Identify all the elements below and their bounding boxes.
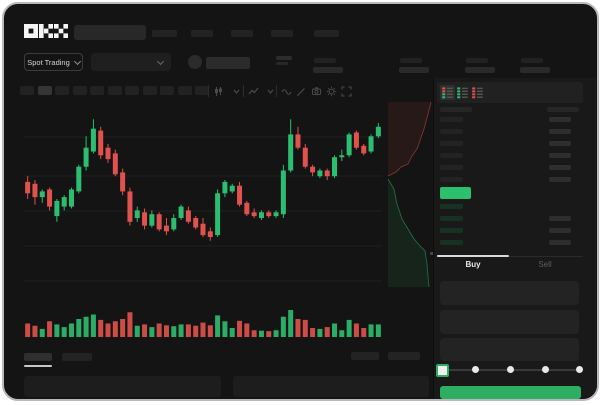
amount-input[interactable] <box>440 310 579 334</box>
price-input[interactable] <box>440 281 579 305</box>
tab-buy[interactable]: Buy <box>465 260 481 269</box>
timeframe-button[interactable] <box>125 86 139 95</box>
bid-price-placeholder[interactable] <box>440 240 463 245</box>
slider-step-100[interactable] <box>576 366 583 373</box>
pair-selector-dropdown[interactable] <box>91 53 171 71</box>
nav-item-placeholder[interactable] <box>314 30 339 37</box>
orders-panel-placeholder <box>24 376 221 397</box>
pair-coin-icon <box>188 55 202 69</box>
market-type-dropdown[interactable]: Spot Trading <box>24 53 83 71</box>
right-panel: Buy Sell <box>434 78 597 399</box>
panel-divider <box>433 79 434 399</box>
nav-item-placeholder[interactable] <box>152 30 177 37</box>
draw-pencil-icon[interactable] <box>296 86 307 97</box>
bid-price-placeholder[interactable] <box>440 204 463 209</box>
market-type-label: Spot Trading <box>27 57 70 67</box>
slider-handle[interactable] <box>436 364 449 377</box>
bid-price-placeholder[interactable] <box>440 228 463 233</box>
candlestick-chart[interactable] <box>24 104 382 339</box>
nav-item-placeholder[interactable] <box>271 30 293 37</box>
ask-amount-placeholder[interactable] <box>549 153 571 158</box>
chevron-down-icon[interactable] <box>231 86 242 97</box>
ask-amount-placeholder[interactable] <box>549 117 571 122</box>
bid-price-placeholder[interactable] <box>440 216 463 221</box>
timeframe-button[interactable] <box>195 86 209 95</box>
ask-price-placeholder[interactable] <box>440 129 463 134</box>
chart-type-icon[interactable] <box>213 86 224 97</box>
orderbook-bids-view-icon[interactable] <box>455 85 470 100</box>
nav-item-placeholder[interactable] <box>191 30 213 37</box>
ask-amount-placeholder[interactable] <box>549 165 571 170</box>
timeframe-button[interactable] <box>160 86 174 95</box>
fullscreen-icon[interactable] <box>341 86 352 97</box>
line-style-icon[interactable] <box>281 86 292 97</box>
tab-separator <box>437 256 583 257</box>
ask-price-placeholder[interactable] <box>440 141 463 146</box>
chevron-down-icon[interactable] <box>265 86 276 97</box>
price-change-placeholder <box>276 62 288 65</box>
indicator-icon[interactable] <box>248 86 259 97</box>
tab-sell[interactable]: Sell <box>538 260 552 269</box>
orderbook-asks-view-icon[interactable] <box>470 85 485 100</box>
timeframe-button[interactable] <box>90 86 104 95</box>
bid-amount-placeholder[interactable] <box>549 228 571 233</box>
timeframe-button[interactable] <box>142 86 157 95</box>
bottom-tab-active[interactable] <box>24 353 52 361</box>
search-bar[interactable] <box>74 25 146 40</box>
bid-amount-placeholder[interactable] <box>549 216 571 221</box>
bottom-action-placeholder[interactable] <box>351 352 379 360</box>
total-input[interactable] <box>440 338 579 361</box>
timeframe-button[interactable] <box>20 86 34 95</box>
bid-amount-placeholder[interactable] <box>549 240 571 245</box>
depth-chart <box>387 101 432 288</box>
pair-name-placeholder <box>206 57 250 69</box>
timeframe-button[interactable] <box>107 86 122 95</box>
ask-price-placeholder[interactable] <box>440 117 463 122</box>
bottom-action-placeholder[interactable] <box>388 352 420 360</box>
active-tab-indicator <box>24 365 52 367</box>
ask-price-placeholder[interactable] <box>440 153 463 158</box>
ob-header-price <box>440 107 472 112</box>
last-price-box <box>440 187 471 199</box>
history-panel-placeholder <box>233 376 429 397</box>
timeframe-button[interactable] <box>177 86 192 95</box>
timeframe-button[interactable] <box>55 86 69 95</box>
settings-gear-icon[interactable] <box>326 86 337 97</box>
bottom-tab[interactable] <box>62 353 92 361</box>
app-window: Spot Trading <box>2 2 599 401</box>
timeframe-button[interactable] <box>37 86 52 95</box>
ask-price-placeholder[interactable] <box>440 177 463 182</box>
chevron-down-icon <box>73 57 81 65</box>
ask-amount-placeholder[interactable] <box>549 177 571 182</box>
slider-step-75[interactable] <box>542 366 549 373</box>
buy-tab-indicator <box>437 255 509 257</box>
camera-icon[interactable] <box>311 86 322 97</box>
slider-step-25[interactable] <box>472 366 479 373</box>
slider-step-50[interactable] <box>507 366 514 373</box>
ask-amount-placeholder[interactable] <box>549 141 571 146</box>
ob-header-amount <box>547 107 579 112</box>
ask-amount-placeholder[interactable] <box>549 129 571 134</box>
buy-submit-button[interactable] <box>440 386 581 399</box>
nav-item-placeholder[interactable] <box>231 30 253 37</box>
chevron-down-icon <box>156 57 165 65</box>
last-price-placeholder <box>276 56 292 60</box>
okx-logo <box>24 24 68 39</box>
ask-price-placeholder[interactable] <box>440 165 463 170</box>
orderbook-combined-view-icon[interactable] <box>440 85 455 100</box>
timeframe-button[interactable] <box>72 86 87 95</box>
